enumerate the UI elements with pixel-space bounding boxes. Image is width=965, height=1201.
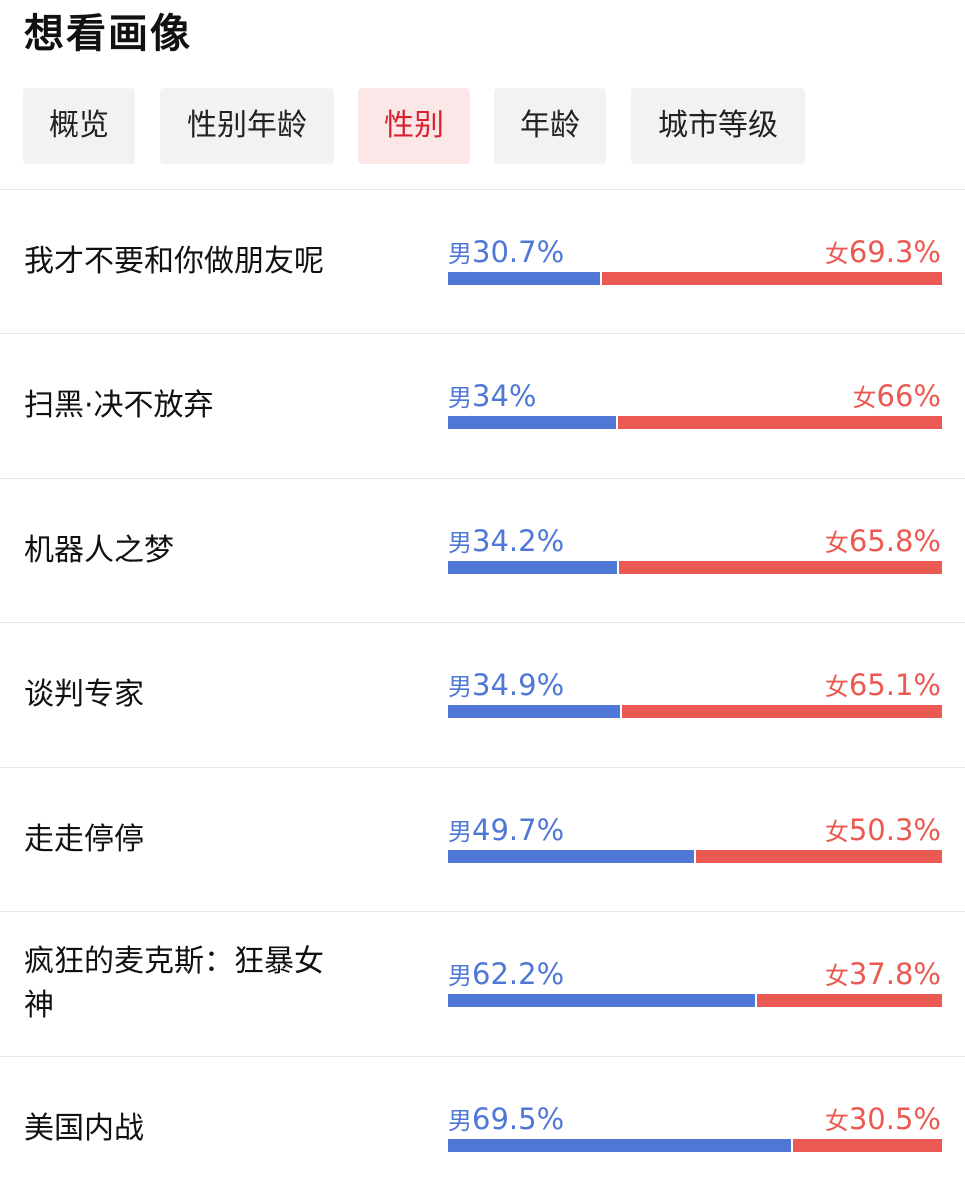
male-share-label: 男62.2% bbox=[448, 957, 565, 991]
divider bbox=[0, 333, 965, 334]
list-item[interactable]: 走走停停 男49.7% 女50.3% bbox=[0, 768, 965, 912]
movie-title: 我才不要和你做朋友呢 bbox=[24, 244, 324, 279]
female-bar bbox=[695, 850, 942, 863]
female-share-label: 女30.5% bbox=[824, 1102, 941, 1136]
female-bar bbox=[757, 994, 942, 1007]
male-bar bbox=[448, 416, 616, 429]
female-bar bbox=[617, 416, 942, 429]
divider bbox=[0, 622, 965, 623]
male-share-label: 男49.7% bbox=[448, 813, 565, 847]
bar-gap bbox=[616, 561, 619, 574]
list-item[interactable]: 机器人之梦 男34.2% 女65.8% bbox=[0, 479, 965, 623]
divider bbox=[0, 478, 965, 479]
female-share-label: 女69.3% bbox=[824, 235, 941, 269]
female-bar bbox=[601, 272, 942, 285]
tab-city-tier[interactable]: 城市等级 bbox=[631, 88, 805, 164]
bar-gap bbox=[599, 272, 602, 285]
gender-ratio-bar bbox=[448, 561, 942, 574]
male-bar bbox=[448, 272, 600, 285]
male-bar bbox=[448, 850, 694, 863]
divider bbox=[0, 911, 965, 912]
gender-ratio-bar bbox=[448, 850, 942, 863]
bar-gap bbox=[791, 1139, 794, 1152]
female-bar bbox=[793, 1139, 942, 1152]
movie-title: 机器人之梦 bbox=[24, 533, 174, 568]
male-share-label: 男30.7% bbox=[448, 235, 565, 269]
female-share-label: 女37.8% bbox=[824, 957, 941, 991]
movie-title: 谈判专家 bbox=[24, 677, 144, 712]
movie-title: 扫黑·决不放弃 bbox=[24, 388, 214, 423]
male-bar bbox=[448, 561, 617, 574]
female-share-label: 女50.3% bbox=[824, 813, 941, 847]
tab-gender[interactable]: 性别 bbox=[358, 88, 470, 164]
female-share-label: 女65.8% bbox=[824, 524, 941, 558]
movie-title: 美国内战 bbox=[24, 1111, 144, 1146]
divider bbox=[0, 767, 965, 768]
list-item[interactable]: 扫黑·决不放弃 男34% 女66% bbox=[0, 334, 965, 478]
tab-gender-age[interactable]: 性别年龄 bbox=[160, 88, 334, 164]
female-share-label: 女65.1% bbox=[824, 668, 941, 702]
list-item[interactable]: 我才不要和你做朋友呢 男30.7% 女69.3% bbox=[0, 190, 965, 334]
male-bar bbox=[448, 705, 621, 718]
bar-gap bbox=[755, 994, 758, 1007]
tab-age[interactable]: 年龄 bbox=[494, 88, 606, 164]
gender-ratio-bar bbox=[448, 705, 942, 718]
bar-gap bbox=[615, 416, 618, 429]
female-bar bbox=[622, 705, 942, 718]
list-item[interactable]: 疯狂的麦克斯：狂暴女神 男62.2% 女37.8% bbox=[0, 912, 965, 1056]
female-share-label: 女66% bbox=[852, 379, 941, 413]
male-share-label: 男34.2% bbox=[448, 524, 565, 558]
movie-title: 走走停停 bbox=[24, 822, 144, 857]
divider bbox=[0, 189, 965, 190]
bar-gap bbox=[693, 850, 696, 863]
female-bar bbox=[618, 561, 942, 574]
tab-overview[interactable]: 概览 bbox=[23, 88, 135, 164]
bar-gap bbox=[620, 705, 623, 718]
gender-ratio-bar bbox=[448, 1139, 942, 1152]
gender-ratio-bar bbox=[448, 994, 942, 1007]
page-title: 想看画像 bbox=[24, 11, 192, 57]
gender-ratio-bar bbox=[448, 272, 942, 285]
male-share-label: 男34.9% bbox=[448, 668, 565, 702]
male-bar bbox=[448, 1139, 792, 1152]
list-item[interactable]: 美国内战 男69.5% 女30.5% bbox=[0, 1057, 965, 1201]
gender-ratio-bar bbox=[448, 416, 942, 429]
list-item[interactable]: 谈判专家 男34.9% 女65.1% bbox=[0, 623, 965, 767]
male-bar bbox=[448, 994, 756, 1007]
divider bbox=[0, 1056, 965, 1057]
male-share-label: 男69.5% bbox=[448, 1102, 565, 1136]
movie-title: 疯狂的麦克斯：狂暴女神 bbox=[24, 944, 324, 1023]
male-share-label: 男34% bbox=[448, 379, 537, 413]
